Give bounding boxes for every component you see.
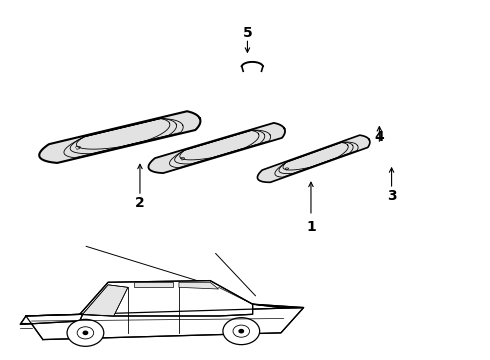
Polygon shape: [83, 285, 128, 316]
Circle shape: [223, 318, 260, 345]
Polygon shape: [257, 135, 370, 182]
Circle shape: [239, 329, 244, 333]
Polygon shape: [134, 282, 173, 287]
Text: 3: 3: [387, 189, 396, 203]
Polygon shape: [179, 282, 219, 289]
Polygon shape: [39, 111, 200, 163]
Text: 4: 4: [374, 130, 384, 144]
Text: 5: 5: [243, 26, 252, 40]
Circle shape: [233, 325, 249, 337]
Circle shape: [83, 331, 88, 334]
Text: 2: 2: [135, 196, 145, 210]
Circle shape: [77, 327, 94, 339]
Polygon shape: [253, 304, 304, 307]
Polygon shape: [80, 280, 253, 316]
Polygon shape: [20, 314, 83, 324]
Polygon shape: [26, 307, 304, 339]
Text: 1: 1: [306, 220, 316, 234]
Polygon shape: [148, 123, 285, 173]
Circle shape: [67, 319, 104, 346]
